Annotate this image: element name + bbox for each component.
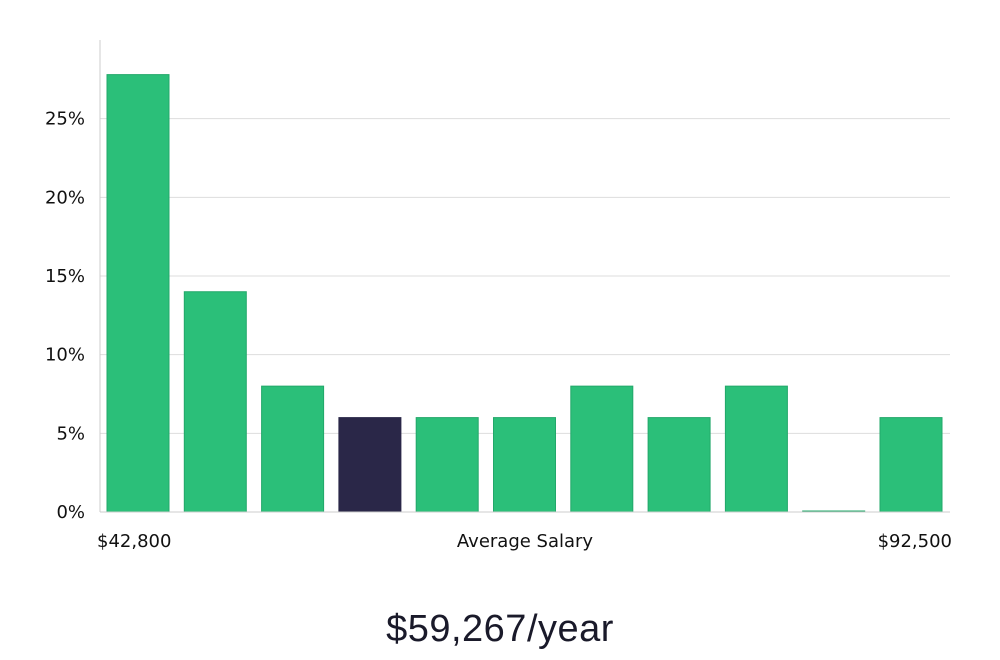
y-tick-label: 0% xyxy=(56,502,85,523)
bar xyxy=(106,74,170,513)
bars xyxy=(106,74,943,513)
y-tick-label: 20% xyxy=(45,187,85,208)
bar-highlighted xyxy=(338,417,402,513)
bar xyxy=(570,385,634,513)
bar xyxy=(415,417,479,513)
bar xyxy=(879,417,943,513)
bar xyxy=(493,417,556,513)
salary-distribution-chart: 0%5%10%15%20%25% $42,800 Average Salary … xyxy=(45,40,952,552)
x-min-label: $42,800 xyxy=(97,531,171,552)
bar xyxy=(261,385,325,513)
y-tick-label: 15% xyxy=(45,266,85,287)
x-axis-title: Average Salary xyxy=(457,531,594,552)
x-max-label: $92,500 xyxy=(878,531,952,552)
y-axis-ticks: 0% 5% 10% 15% 20% 25% xyxy=(45,109,85,523)
bar xyxy=(724,385,788,513)
bar xyxy=(647,417,711,513)
average-salary-value: $59,267/year xyxy=(386,608,614,650)
y-tick-label: 25% xyxy=(45,109,85,130)
bar xyxy=(183,291,247,513)
y-tick-label: 5% xyxy=(56,423,85,444)
y-tick-label: 10% xyxy=(45,345,85,366)
